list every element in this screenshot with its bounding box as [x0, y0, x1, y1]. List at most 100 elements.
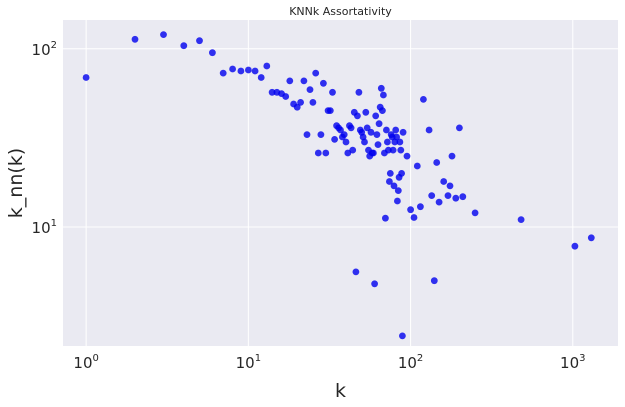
data-point [425, 126, 433, 134]
data-point [382, 214, 389, 222]
data-point [363, 124, 371, 132]
data-point [403, 152, 411, 160]
data-point [393, 133, 400, 141]
data-point [257, 74, 265, 81]
data-point [355, 88, 363, 96]
data-point [219, 69, 227, 77]
data-point [340, 131, 348, 139]
data-point [245, 66, 252, 74]
plot-background [63, 20, 618, 346]
data-point [367, 128, 375, 136]
data-point [397, 146, 405, 154]
data-point [347, 124, 355, 132]
data-point [375, 120, 383, 128]
data-point [300, 77, 308, 85]
data-point [384, 138, 391, 146]
data-point [379, 107, 386, 114]
data-point [131, 35, 139, 43]
data-point [320, 79, 327, 87]
y-tick-label: 102 [32, 40, 57, 59]
data-point [386, 170, 394, 177]
y-tick-label: 101 [32, 218, 57, 237]
data-point [314, 149, 322, 157]
data-point [312, 69, 320, 77]
data-point [372, 112, 380, 120]
data-point [392, 126, 400, 134]
data-point [417, 203, 424, 211]
data-point [303, 131, 311, 139]
data-point [444, 192, 452, 200]
data-point [413, 162, 421, 170]
grid-lines [63, 20, 618, 346]
data-point [344, 149, 352, 157]
data-point [396, 138, 404, 146]
data-point [471, 209, 479, 217]
data-point [430, 277, 438, 285]
y-tick-labels: 101 102 [32, 40, 57, 237]
data-point [428, 192, 436, 200]
x-tick-label: 101 [236, 353, 261, 372]
data-point [373, 131, 381, 139]
data-point [410, 214, 418, 221]
data-point [407, 206, 414, 214]
x-tick-labels: 100 101 102 103 [73, 353, 585, 372]
data-point [362, 108, 370, 116]
data-point [394, 187, 402, 195]
data-point [160, 31, 167, 38]
data-point [440, 178, 448, 185]
data-point [459, 193, 467, 201]
data-point [446, 182, 454, 190]
data-point [390, 182, 398, 190]
data-point [237, 67, 245, 75]
data-point [383, 126, 390, 134]
data-point [517, 216, 525, 224]
data-point [268, 88, 276, 96]
data-point [329, 88, 336, 96]
data-point [263, 62, 271, 70]
data-point [282, 93, 290, 100]
data-point [380, 91, 387, 99]
data-point [342, 138, 350, 146]
data-point [354, 112, 361, 120]
data-point [371, 280, 378, 288]
data-point [306, 86, 314, 93]
data-point [389, 146, 397, 154]
x-tick-label: 100 [73, 353, 98, 372]
data-point [435, 198, 443, 206]
data-point [420, 96, 427, 103]
data-point [180, 42, 188, 50]
data-point [433, 159, 441, 166]
data-point [398, 170, 405, 177]
data-point [251, 67, 259, 75]
data-point [361, 138, 368, 146]
data-point [399, 128, 407, 136]
chart-title: KNNk Assortativity [289, 5, 392, 18]
data-point [309, 99, 317, 106]
x-tick-label: 102 [398, 353, 423, 372]
data-point [322, 149, 330, 157]
data-points [82, 31, 595, 340]
data-point [377, 84, 385, 92]
y-axis-label: k_nn(k) [5, 148, 27, 218]
data-point [571, 242, 579, 250]
data-point [196, 37, 203, 45]
x-tick-label: 103 [560, 353, 585, 372]
data-point [448, 152, 456, 160]
data-point [326, 107, 334, 114]
data-point [374, 141, 382, 149]
data-point [331, 136, 338, 143]
data-point [386, 178, 393, 185]
data-point [349, 146, 357, 154]
data-point [337, 126, 344, 134]
data-point [317, 131, 325, 139]
x-axis-label: k [335, 380, 346, 402]
data-point [286, 77, 294, 85]
data-point [587, 234, 595, 242]
data-point [229, 65, 237, 73]
data-point [293, 103, 301, 111]
data-point [394, 197, 401, 205]
data-point [352, 268, 360, 276]
data-point [385, 146, 392, 154]
data-point [297, 99, 304, 106]
